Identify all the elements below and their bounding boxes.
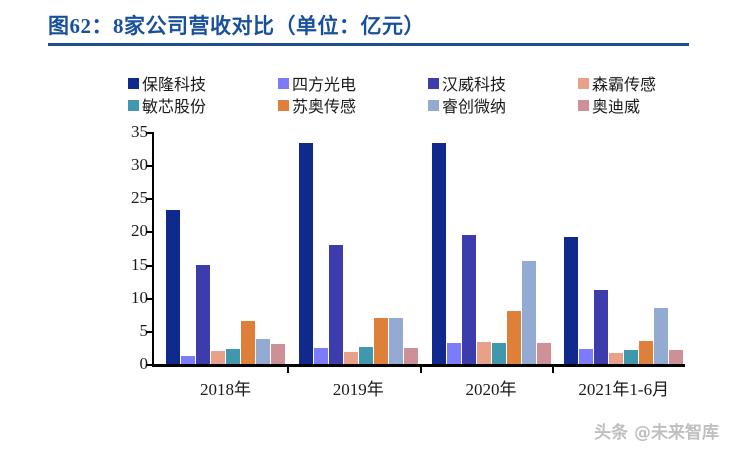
x-axis-tick-label: 2018年 [200,380,251,399]
x-axis-tick-mark [552,367,555,373]
bar[interactable] [624,350,639,364]
bar[interactable] [461,234,476,364]
legend-item-label: 保隆科技 [142,77,207,94]
x-axis-tick-label: 2019年 [332,380,384,399]
bar[interactable] [358,346,373,364]
legend-swatch-icon [128,77,139,89]
bar[interactable] [669,350,684,364]
legend-row: 保隆科技 四方光电 汉威科技 森霸传感 [128,72,728,94]
legend-item-label: 敏芯股份 [142,99,207,116]
bar[interactable] [373,318,388,364]
bar[interactable] [181,356,195,364]
y-axis-tick-mark [146,165,153,168]
legend-item-四方光电[interactable]: 四方光电 [278,72,428,94]
legend-swatch-icon [578,77,589,89]
bar[interactable] [491,342,506,364]
page-title: 图62：8家公司营收对比（单位：亿元） [48,14,425,38]
chart-legend: 保隆科技 四方光电 汉威科技 森霸传感敏芯股份 苏奥传感 睿创微纳 奥迪威 [128,72,728,116]
y-axis-tick-label: 35 [131,122,148,141]
y-axis-tick-label: 10 [131,287,148,307]
x-axis-tick-mark [419,367,422,373]
x-axis-tick-mark [286,367,289,373]
bar[interactable] [328,244,343,364]
bar[interactable] [271,344,285,364]
legend-row: 敏芯股份 苏奥传感 睿创微纳 奥迪威 [128,94,728,116]
legend-item-苏奥传感[interactable]: 苏奥传感 [278,94,428,116]
y-axis-tick-mark [146,198,153,201]
y-axis-tick-mark [146,330,153,333]
bars-container [154,132,685,364]
bar[interactable] [388,318,403,364]
y-axis-tick-mark [146,364,153,366]
bar[interactable] [211,350,225,364]
y-axis-tick-label: 20 [131,221,148,241]
legend-item-汉威科技[interactable]: 汉威科技 [428,72,578,94]
legend-item-label: 睿创微纳 [442,99,507,116]
legend-item-label: 苏奥传感 [292,99,357,116]
bar-group-2020年 [431,132,551,364]
x-axis-line [152,364,685,367]
bar[interactable] [166,209,180,364]
bar[interactable] [639,340,654,364]
watermark: 头条 @未来智库 [594,423,719,443]
y-axis-tick-mark [146,132,153,134]
bar[interactable] [564,236,579,364]
bar[interactable] [226,348,240,364]
legend-item-保隆科技[interactable]: 保隆科技 [128,72,278,94]
chart-plot: 0 5 10 15 20 25 30 35 2018年 2019年 2020年 2021年1-6月 [0,122,737,404]
bar[interactable] [403,348,418,364]
legend-swatch-icon [128,99,139,111]
y-axis-tick-mark [146,231,153,234]
bar[interactable] [654,307,669,364]
bar[interactable] [476,342,491,364]
bar[interactable] [241,320,255,364]
bar[interactable] [536,343,551,364]
legend-swatch-icon [278,99,289,111]
y-axis-tick-label: 25 [131,188,148,208]
legend-item-森霸传感[interactable]: 森霸传感 [578,72,728,94]
bar-group-2018年 [166,132,285,364]
bar-group-2021年1-6月 [564,132,684,364]
bar[interactable] [506,310,521,364]
legend-item-label: 四方光电 [292,77,357,94]
x-axis-tick-label: 2021年1-6月 [578,380,670,399]
legend-item-奥迪威[interactable]: 奥迪威 [578,94,728,116]
y-axis-tick-label: 30 [131,155,148,175]
bar[interactable] [196,264,210,364]
legend-item-睿创微纳[interactable]: 睿创微纳 [428,94,578,116]
bar[interactable] [431,142,446,364]
bar[interactable] [298,142,313,364]
legend-item-label: 汉威科技 [442,77,507,94]
y-axis-tick-mark [146,297,153,300]
bar[interactable] [594,290,609,364]
bar[interactable] [256,339,270,364]
legend-swatch-icon [428,77,439,89]
bar[interactable] [521,260,536,364]
legend-item-label: 奥迪威 [592,99,641,116]
legend-swatch-icon [578,99,589,111]
chart-header: 图62：8家公司营收对比（单位：亿元） [48,14,689,47]
bar[interactable] [343,352,358,364]
bar[interactable] [446,342,461,364]
y-axis-labels: 0 5 10 15 20 25 30 35 [108,122,149,373]
y-axis-tick-label: 0 [139,354,149,373]
legend-swatch-icon [428,99,439,111]
x-axis-tick-label: 2020年 [465,380,517,399]
bar[interactable] [579,348,594,364]
bar[interactable] [313,348,328,364]
legend-item-敏芯股份[interactable]: 敏芯股份 [128,94,278,116]
y-axis-tick-label: 15 [131,254,148,274]
y-axis-line [152,132,154,364]
y-axis-tick-mark [146,264,153,267]
bar-group-2019年 [298,132,418,364]
legend-swatch-icon [278,77,289,89]
y-axis-tick-label: 5 [139,320,149,340]
bar[interactable] [609,352,624,364]
legend-item-label: 森霸传感 [592,77,657,94]
title-divider [48,43,689,47]
